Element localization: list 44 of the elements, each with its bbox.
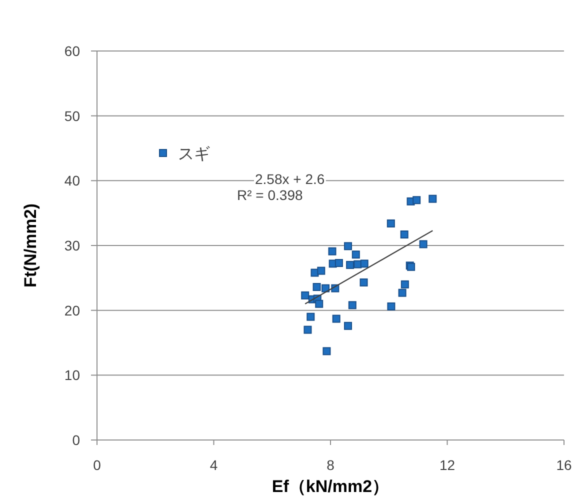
point [352, 250, 360, 259]
annotation: 2.58x + 2.6 [255, 171, 325, 187]
annotation: R² = 0.398 [237, 187, 303, 203]
y-tick-label: 20 [64, 302, 80, 318]
y-tick-label: 50 [64, 108, 80, 124]
x-axis-title: Ef（kN/mm2） [272, 477, 390, 496]
point [304, 326, 312, 334]
point [346, 260, 354, 269]
y-tick-label: 40 [64, 172, 80, 189]
point [348, 301, 356, 310]
point [344, 322, 352, 330]
point [332, 314, 340, 323]
point [400, 230, 408, 238]
point [398, 288, 406, 297]
point [400, 280, 409, 288]
y-tick-label: 0 [72, 432, 80, 448]
point [386, 219, 395, 228]
x-tick-label: 4 [210, 457, 218, 473]
y-tick-label: 30 [64, 238, 80, 254]
point [315, 300, 324, 308]
point [334, 259, 343, 268]
point [360, 260, 368, 268]
point [344, 242, 352, 250]
point [328, 247, 336, 256]
point [419, 240, 428, 248]
point [360, 278, 368, 286]
point [428, 194, 437, 203]
y-tick-label: 10 [64, 367, 80, 384]
point [312, 282, 321, 291]
x-tick-label: 0 [93, 457, 102, 473]
point [387, 302, 396, 310]
point [322, 284, 330, 292]
point [412, 196, 421, 204]
x-tick-label: 12 [439, 457, 456, 473]
point [317, 266, 326, 275]
x-tick-label: 16 [556, 457, 572, 473]
y-axis-title: Ft(N/mm2) [21, 203, 40, 288]
point [354, 260, 362, 268]
point [301, 291, 310, 300]
legend-label: スギ [178, 145, 210, 163]
point [306, 312, 315, 321]
x-tick-label: 8 [326, 457, 335, 473]
y-tick-label: 60 [64, 43, 80, 59]
point [322, 347, 331, 356]
